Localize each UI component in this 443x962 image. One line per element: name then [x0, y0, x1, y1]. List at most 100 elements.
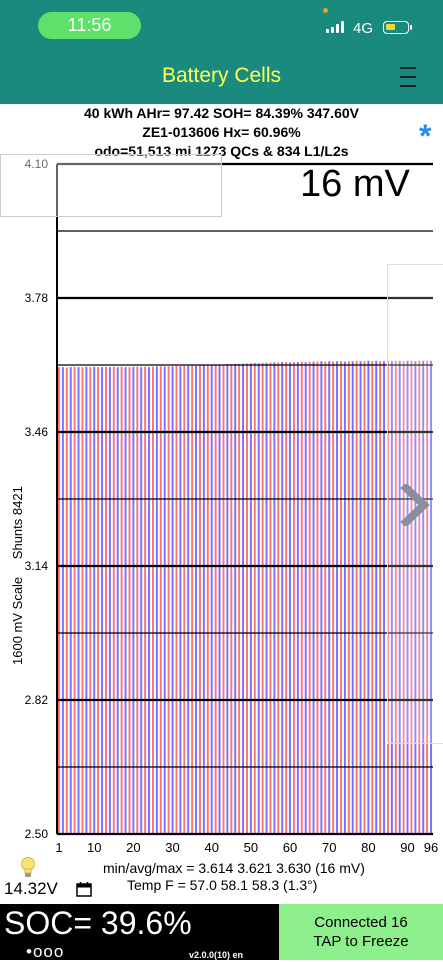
cell-bar: [281, 362, 284, 834]
calendar-icon[interactable]: [76, 881, 92, 897]
overlay-panel[interactable]: [0, 154, 222, 217]
x-tick-label: 30: [165, 840, 179, 855]
signal-strength-icon: [326, 21, 348, 33]
cell-bar: [167, 366, 170, 834]
cell-bar: [312, 361, 315, 834]
cell-bar: [379, 361, 382, 834]
cell-bar: [320, 361, 323, 834]
privacy-indicator-dot: [323, 8, 328, 13]
version-label: v2.0.0(10) en: [189, 950, 244, 960]
cell-bar: [136, 366, 139, 834]
cell-bar: [269, 362, 272, 834]
cell-bar: [410, 360, 413, 834]
x-tick-label: 80: [361, 840, 375, 855]
cell-bar: [179, 366, 182, 834]
y-tick-label: 2.82: [25, 693, 49, 707]
cell-bar: [300, 361, 303, 834]
cell-bar: [124, 367, 127, 834]
cell-bar: [77, 367, 80, 834]
cell-bar: [261, 362, 264, 834]
cell-bar: [265, 362, 268, 834]
cell-bar: [347, 361, 350, 834]
x-tick-label: 96: [424, 840, 438, 855]
y-tick-label: 4.10: [25, 157, 49, 171]
connected-freeze-button[interactable]: Connected 16 TAP to Freeze: [279, 904, 443, 960]
asterisk-button[interactable]: *: [419, 118, 432, 154]
cell-bar: [363, 361, 366, 834]
cell-bar: [238, 363, 241, 834]
app-header: Battery Cells: [0, 52, 443, 104]
cell-bar: [383, 361, 386, 834]
cell-bar: [234, 363, 237, 834]
cell-bar: [116, 367, 119, 834]
cell-bar: [85, 366, 88, 834]
cell-bar: [367, 360, 370, 834]
cell-voltage-chart[interactable]: 4.10 3.78 3.46 3.14 2.82 2.50 1 10 20 30 40 50 60 70 8…: [0, 150, 443, 860]
x-tick-label: 1: [55, 840, 62, 855]
cell-bar: [402, 361, 405, 834]
cell-bar: [422, 360, 425, 834]
temperature-stats: Temp F = 57.0 58.1 58.3 (1.3°): [127, 877, 318, 893]
freeze-hint: TAP to Freeze: [313, 933, 409, 950]
cell-bar: [230, 364, 233, 834]
chevron-right-icon[interactable]: [398, 484, 432, 526]
vin-health-line: ZE1-013606 Hx= 60.96%: [142, 124, 301, 140]
cell-bar: [304, 362, 307, 834]
cell-bar: [390, 361, 393, 834]
cell-bar: [277, 362, 280, 834]
cell-bar: [89, 367, 92, 834]
cell-bar: [206, 365, 209, 834]
status-bar: 11:56 4G: [0, 0, 443, 52]
cell-bar: [101, 367, 104, 834]
cell-bar: [175, 365, 178, 834]
cell-bar: [93, 366, 96, 834]
battery-icon: [383, 21, 412, 34]
cell-bar: [155, 366, 158, 834]
cell-bar: [69, 367, 72, 834]
cell-bar: [359, 361, 362, 834]
x-tick-label: 10: [87, 840, 101, 855]
cell-bar: [148, 367, 151, 834]
y-axis-scale-label: 1600 mV Scale: [10, 576, 25, 665]
y-tick-label: 3.14: [25, 559, 49, 573]
menu-icon[interactable]: [400, 65, 416, 89]
aux-battery-voltage: 14.32V: [4, 879, 58, 898]
soc-readout: SOC= 39.6%: [4, 905, 192, 941]
cell-bar: [308, 361, 311, 834]
x-tick-label: 60: [283, 840, 297, 855]
y-tick-label: 2.50: [25, 827, 49, 841]
cell-bar: [289, 362, 292, 834]
cell-bar: [61, 367, 64, 834]
cell-bar: [65, 367, 68, 834]
y-axis-shunts-label: Shunts 8421: [10, 486, 25, 560]
cell-bar: [108, 367, 111, 834]
cell-bar: [171, 366, 174, 834]
cell-bar: [104, 366, 107, 834]
cell-bar: [355, 360, 358, 834]
cell-bar: [128, 367, 131, 834]
cell-bar: [195, 365, 198, 834]
battery-summary-line: 40 kWh AHr= 97.42 SOH= 84.39% 347.60V: [84, 105, 359, 121]
soc-panel[interactable]: SOC= 39.6% •ooo v2.0.0(10) en: [0, 904, 279, 961]
cell-bar: [292, 362, 295, 834]
x-tick-label: 90: [400, 840, 414, 855]
cell-bar: [214, 365, 217, 834]
network-type: 4G: [353, 20, 374, 37]
cell-bar: [163, 366, 166, 834]
cell-bar: [285, 362, 288, 834]
cell-bar: [351, 361, 354, 834]
cell-bar: [257, 363, 260, 834]
lightbulb-icon[interactable]: [20, 857, 36, 879]
status-time: 11:56: [38, 12, 141, 39]
side-panel[interactable]: [387, 264, 443, 744]
cell-bar: [151, 366, 154, 834]
y-tick-label: 3.46: [25, 425, 49, 439]
cell-bar: [198, 365, 201, 834]
cell-bar: [343, 361, 346, 834]
cell-bar: [296, 362, 299, 834]
page-indicator[interactable]: •ooo: [26, 942, 65, 961]
cell-bar: [191, 365, 194, 834]
cell-bar: [273, 362, 276, 834]
cell-bar: [144, 366, 147, 834]
cell-bar: [120, 366, 123, 834]
